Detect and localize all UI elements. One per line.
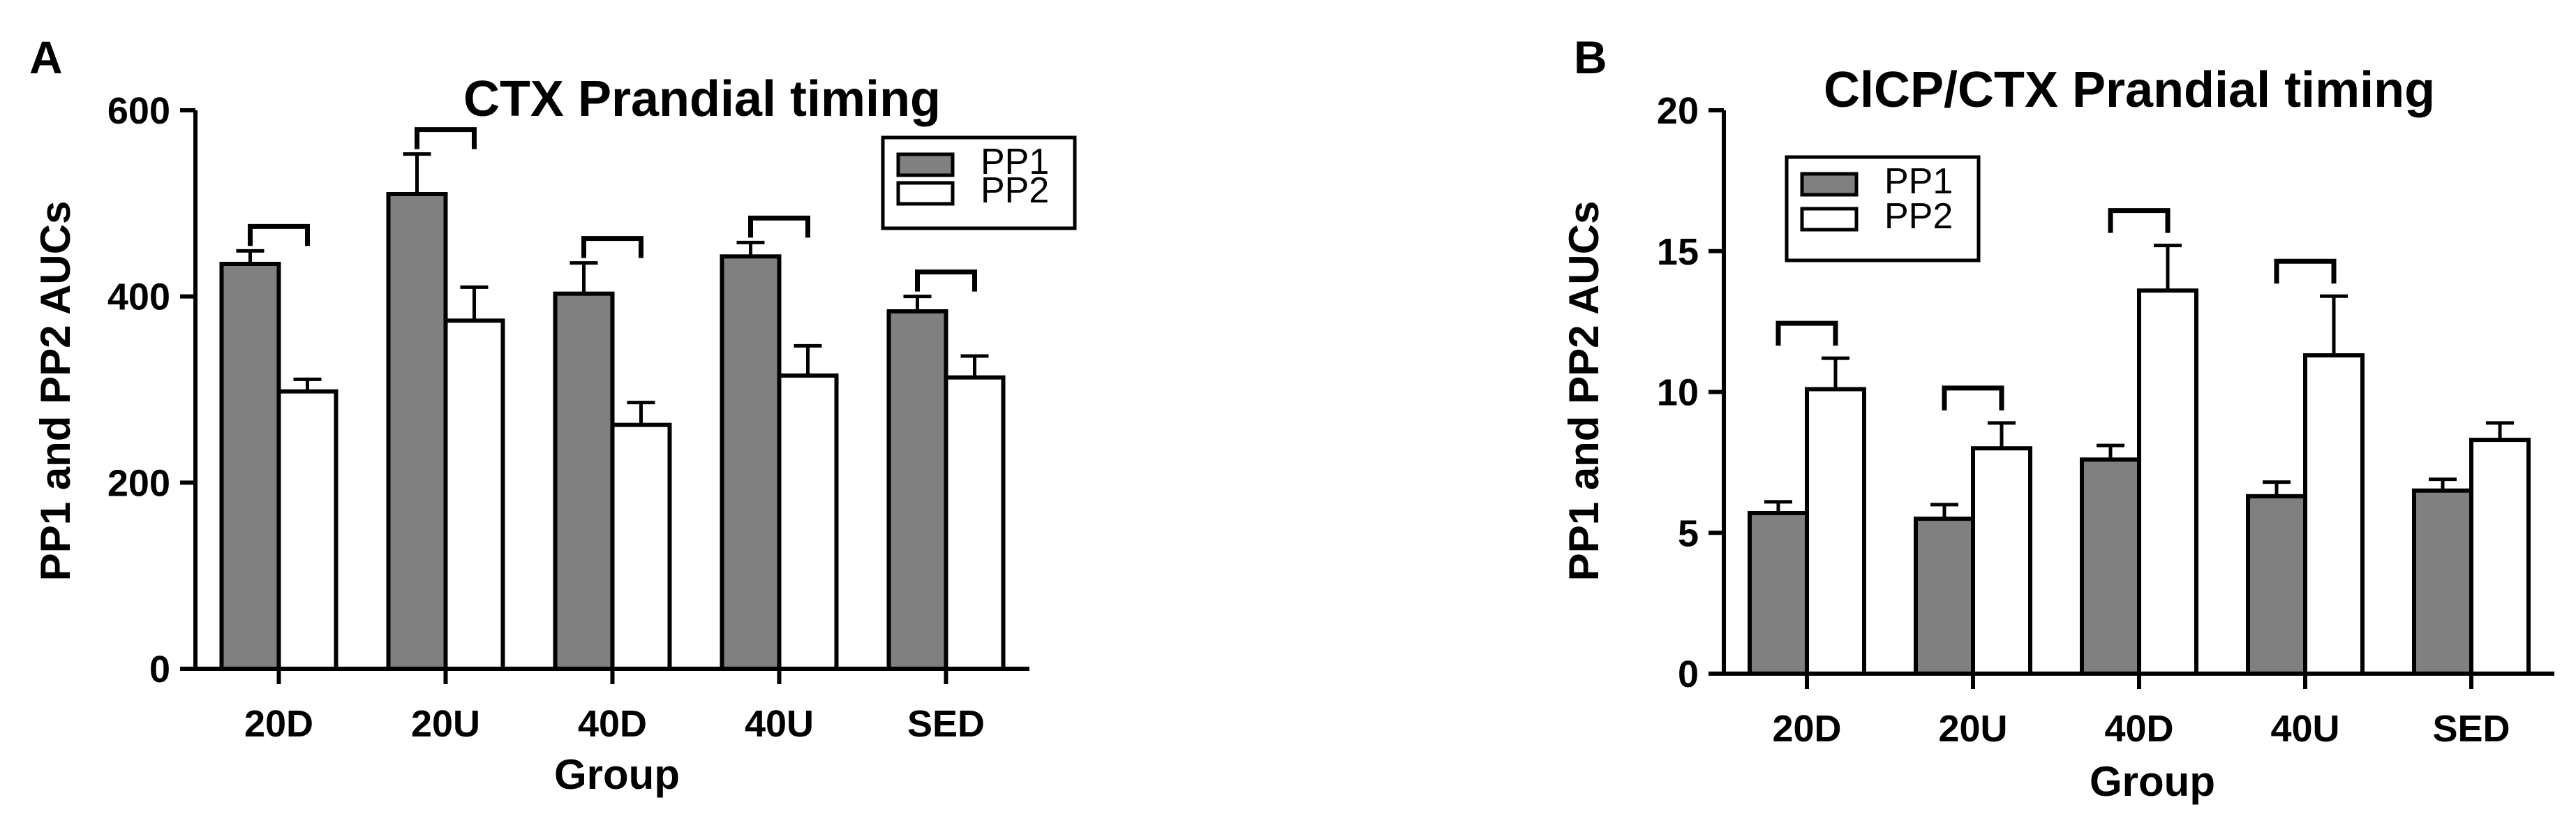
y-tick-label: 10 — [1657, 372, 1699, 414]
bar-pp1 — [2080, 457, 2141, 676]
significance-bracket — [248, 223, 310, 246]
y-tick-label: 200 — [107, 462, 170, 504]
bar-pp1 — [886, 309, 948, 671]
bar-pp1 — [386, 192, 448, 671]
bar-pp1 — [2412, 488, 2473, 676]
legend-swatch-pp1 — [896, 152, 955, 177]
significance-bracket — [748, 215, 810, 238]
y-tick-label: 600 — [107, 90, 170, 132]
bar-pp2 — [2137, 288, 2198, 676]
bar-pp2 — [777, 373, 839, 671]
significance-bracket — [2108, 208, 2171, 233]
bar-pp2 — [443, 318, 505, 671]
bar-pp1 — [2246, 494, 2307, 676]
significance-bracket — [1775, 320, 1838, 346]
y-axis-title-b: PP1 and PP2 AUCs — [1561, 201, 1607, 582]
significance-bracket — [2274, 258, 2337, 284]
x-tick-label: SED — [2432, 708, 2510, 750]
x-tick-label: 40D — [2104, 708, 2173, 750]
x-axis-title-a: Group — [554, 751, 680, 798]
x-axis-title-b: Group — [2090, 758, 2215, 805]
legend-label-pp1: PP1 — [1884, 161, 1953, 202]
y-tick-label: 5 — [1678, 512, 1699, 554]
y-tick-label: 20 — [1657, 90, 1699, 132]
x-tick-label: SED — [907, 703, 985, 745]
bar-pp2 — [1805, 387, 1866, 676]
legend-swatch-pp2 — [1800, 207, 1859, 232]
chart-title-a: CTX Prandial timing — [463, 71, 941, 127]
bar-pp1 — [219, 262, 281, 671]
y-tick-label: 15 — [1657, 231, 1699, 273]
significance-bracket — [581, 236, 643, 258]
bar-pp2 — [1971, 446, 2032, 676]
legend-swatch-pp1 — [1800, 172, 1859, 197]
bar-pp2 — [2303, 353, 2365, 676]
bar-pp2 — [276, 389, 338, 672]
x-tick-label: 20U — [1938, 708, 2007, 750]
y-tick-label: 0 — [1678, 653, 1699, 695]
significance-bracket — [415, 127, 477, 149]
significance-bracket — [1942, 385, 2004, 410]
bar-pp1 — [720, 254, 782, 672]
legend-label-pp1: PP1 — [981, 142, 1049, 182]
legend-label-pp2: PP2 — [1884, 196, 1953, 237]
panel-b: B ClCP/CTX Prandial timing PP1 and PP2 A… — [1561, 31, 2554, 805]
panel-a: A CTX Prandial timing PP1 and PP2 AUCs G… — [29, 31, 1077, 798]
x-tick-label: 20D — [244, 703, 313, 745]
bar-pp2 — [2469, 438, 2531, 676]
y-tick-label: 0 — [149, 649, 170, 690]
significance-bracket — [915, 269, 977, 292]
panel-label-b: B — [1574, 31, 1607, 83]
bar-pp1 — [553, 291, 615, 671]
bar-pp2 — [944, 375, 1006, 672]
x-tick-label: 40U — [745, 703, 814, 745]
x-tick-label: 40D — [578, 703, 647, 745]
x-tick-label: 40U — [2270, 708, 2339, 750]
x-tick-label: 20D — [1772, 708, 1841, 750]
legend-label-pp2: PP2 — [981, 170, 1049, 211]
y-tick-label: 400 — [107, 276, 170, 318]
bar-pp1 — [1914, 517, 1975, 676]
x-tick-label: 20U — [411, 703, 480, 745]
panel-label-a: A — [29, 31, 63, 83]
chart-title-b: ClCP/CTX Prandial timing — [1824, 62, 2435, 118]
legend-swatch-pp2 — [896, 181, 955, 206]
bar-pp2 — [610, 422, 672, 672]
y-axis-title-a: PP1 and PP2 AUCs — [32, 201, 79, 582]
bar-pp1 — [1748, 511, 1809, 676]
